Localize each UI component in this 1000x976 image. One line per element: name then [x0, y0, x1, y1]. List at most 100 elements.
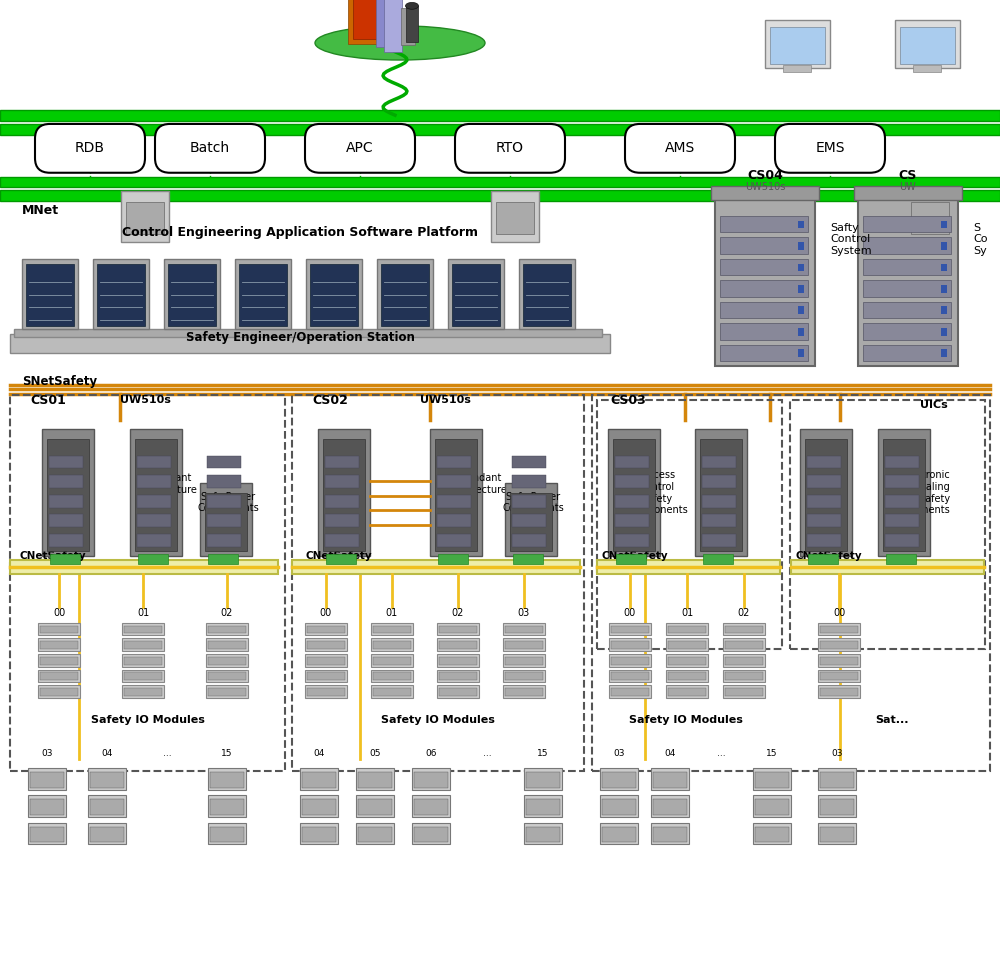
Text: 00: 00	[53, 608, 65, 618]
Text: MNet: MNet	[22, 204, 59, 218]
Bar	[435, 439, 477, 551]
Bar	[883, 439, 925, 551]
Bar	[725, 672, 763, 680]
Bar	[381, 264, 429, 326]
Bar	[28, 768, 66, 790]
Bar	[207, 495, 241, 508]
Text: UW: UW	[900, 183, 916, 192]
Bar	[302, 799, 336, 815]
Bar	[818, 795, 856, 817]
Bar	[437, 495, 471, 508]
Bar	[439, 626, 477, 633]
Bar	[783, 65, 811, 72]
Bar	[941, 221, 947, 228]
Bar	[38, 638, 80, 651]
Bar	[207, 514, 241, 527]
Bar	[406, 6, 418, 42]
Bar	[798, 285, 804, 293]
Bar	[615, 456, 649, 468]
Bar	[208, 672, 246, 680]
Bar	[325, 514, 359, 527]
Bar	[137, 514, 171, 527]
Bar	[820, 772, 854, 788]
Bar	[602, 799, 636, 815]
Bar	[653, 772, 687, 788]
Bar	[90, 772, 124, 788]
Bar	[503, 685, 545, 698]
Bar	[412, 795, 450, 817]
Text: Safety Engineer/Operation Station: Safety Engineer/Operation Station	[186, 331, 414, 345]
Bar	[318, 429, 370, 556]
Bar	[613, 439, 655, 551]
Bar	[235, 259, 291, 329]
Text: 04: 04	[664, 749, 676, 758]
Bar	[90, 827, 124, 842]
Bar	[609, 685, 651, 698]
Bar	[412, 768, 450, 790]
Bar	[437, 654, 479, 667]
Bar	[503, 654, 545, 667]
Bar	[818, 623, 860, 635]
Bar	[88, 823, 126, 844]
Text: ...: ...	[717, 749, 725, 758]
Bar	[609, 654, 651, 667]
Text: UW510s: UW510s	[745, 183, 785, 192]
Bar	[702, 456, 736, 468]
Bar	[137, 475, 171, 488]
Bar	[858, 195, 958, 366]
Text: CS01: CS01	[30, 393, 66, 407]
Bar	[512, 456, 546, 468]
Bar	[666, 654, 708, 667]
Bar	[323, 439, 365, 551]
Bar	[208, 554, 238, 564]
Bar	[592, 395, 990, 771]
Bar	[818, 823, 856, 844]
Bar	[137, 495, 171, 508]
Bar	[524, 795, 562, 817]
Bar	[207, 534, 241, 547]
Bar	[808, 554, 838, 564]
Bar	[208, 688, 246, 696]
Bar	[512, 475, 546, 488]
Bar	[325, 495, 359, 508]
Bar	[611, 672, 649, 680]
Bar	[941, 349, 947, 357]
Bar	[668, 657, 706, 665]
Bar	[798, 349, 804, 357]
Bar	[302, 772, 336, 788]
Bar	[720, 302, 808, 318]
Bar	[666, 638, 708, 651]
Bar	[88, 768, 126, 790]
Bar	[307, 626, 345, 633]
Bar	[668, 641, 706, 649]
Bar	[373, 641, 411, 649]
Bar	[651, 795, 689, 817]
Bar	[448, 259, 504, 329]
Bar	[666, 685, 708, 698]
Bar	[725, 657, 763, 665]
Bar	[30, 827, 64, 842]
Bar	[720, 345, 808, 361]
Text: Safty
Control
System: Safty Control System	[830, 223, 872, 256]
Bar	[491, 191, 539, 242]
Bar	[725, 641, 763, 649]
Bar	[611, 641, 649, 649]
Text: 00: 00	[833, 608, 845, 618]
Bar	[0, 190, 1000, 201]
Bar	[885, 534, 919, 547]
Bar	[121, 191, 169, 242]
Text: ...: ...	[483, 749, 491, 758]
Bar	[807, 475, 841, 488]
Bar	[168, 264, 216, 326]
Bar	[524, 768, 562, 790]
Bar	[93, 259, 149, 329]
Bar	[885, 514, 919, 527]
Bar	[210, 772, 244, 788]
Bar	[38, 654, 80, 667]
Text: Safety IO Modules: Safety IO Modules	[91, 715, 205, 725]
Text: 02: 02	[738, 608, 750, 618]
Bar	[941, 264, 947, 271]
Text: 00: 00	[624, 608, 636, 618]
Bar	[305, 670, 347, 682]
Bar	[371, 685, 413, 698]
